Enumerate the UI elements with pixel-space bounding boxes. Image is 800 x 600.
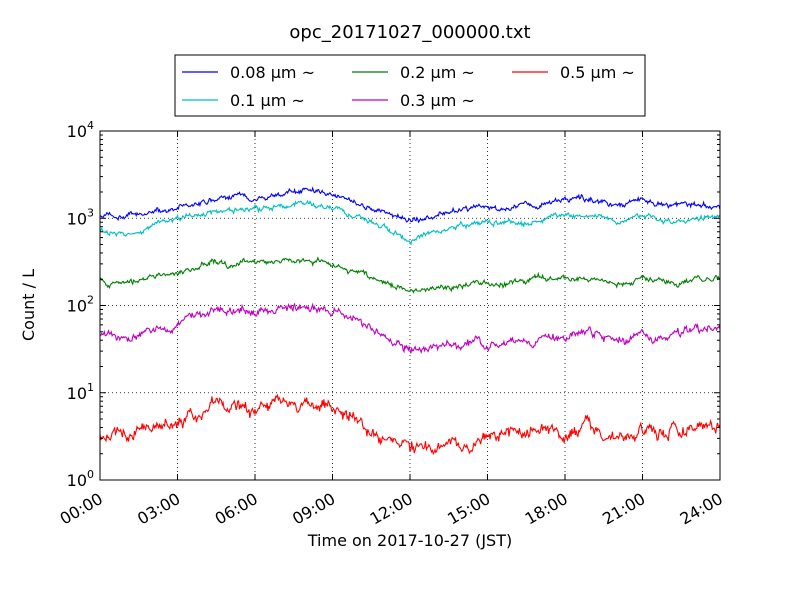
legend-box	[174, 54, 646, 117]
y-tick-label: 103	[67, 206, 94, 228]
series-line-3	[99, 302, 721, 354]
series-line-4	[99, 393, 721, 456]
series-line-0	[99, 186, 721, 224]
legend-label-0: 0.08 μm ~	[230, 63, 315, 82]
legend-label-3: 0.3 μm ~	[400, 91, 475, 110]
y-tick-label: 100	[67, 468, 94, 490]
y-axis: 100 101 102 103 104	[67, 119, 720, 490]
y-tick-label: 101	[67, 381, 94, 403]
series-lines	[99, 186, 721, 456]
legend-label-2: 0.2 μm ~	[400, 63, 475, 82]
legend: 0.08 μm ~ 0.1 μm ~ 0.2 μm ~ 0.3 μm ~ 0.5 μm …	[174, 54, 646, 117]
y-tick-label: 104	[67, 119, 94, 141]
series-line-2	[99, 256, 721, 294]
y-tick-label: 102	[67, 294, 94, 316]
chart-title: opc_20171027_000000.txt	[289, 22, 530, 43]
series-line-1	[99, 199, 721, 246]
legend-label-1: 0.1 μm ~	[230, 91, 305, 110]
x-axis-label: Time on 2017-10-27 (JST)	[307, 531, 512, 550]
y-axis-label: Count / L	[19, 269, 38, 341]
grid-lines	[100, 131, 720, 480]
legend-label-4: 0.5 μm ~	[560, 63, 635, 82]
